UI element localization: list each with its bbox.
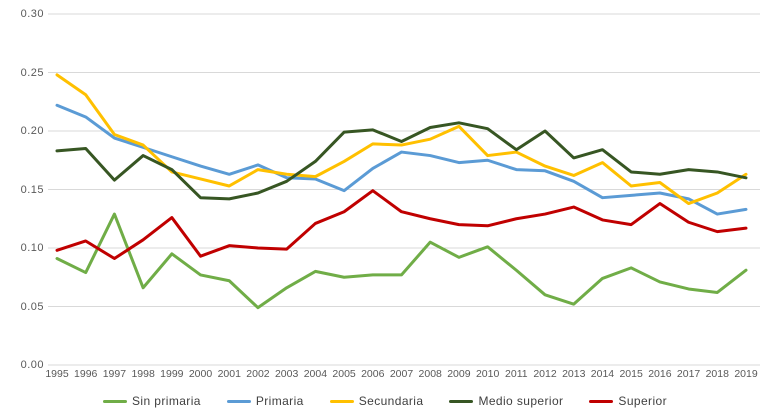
x-axis-tick-label: 2006 <box>361 368 385 380</box>
x-axis-tick-label: 2000 <box>188 368 213 380</box>
series-line-secundaria <box>55 73 748 206</box>
legend-line-swatch <box>103 399 128 403</box>
legend-line-swatch <box>449 399 474 403</box>
legend-label: Secundaria <box>358 394 424 408</box>
x-axis-tick-label: 2010 <box>475 368 500 380</box>
x-axis-tick-label: 2018 <box>705 368 729 380</box>
x-axis-tick-label: 2011 <box>505 368 528 380</box>
legend-line-swatch <box>329 399 354 403</box>
x-axis-tick-label: 2016 <box>648 368 672 380</box>
legend-item: Superior <box>589 394 667 408</box>
x-axis-tick-label: 2008 <box>418 368 442 380</box>
x-axis-tick-label: 1996 <box>74 368 98 380</box>
series-line-medio-superior <box>55 121 748 201</box>
x-axis-tick-label: 2014 <box>590 368 615 380</box>
y-axis-tick-label: 0.20 <box>20 125 44 137</box>
x-axis-tick-label: 2005 <box>332 368 356 380</box>
y-axis-tick-label: 0.30 <box>20 8 44 20</box>
series-line-superior <box>55 189 748 261</box>
series-line-sin-primaria <box>55 212 748 310</box>
x-axis-tick-label: 2012 <box>533 368 557 380</box>
x-axis-tick-label: 2013 <box>562 368 586 380</box>
y-axis-tick-label: 0.10 <box>20 242 44 254</box>
legend-item: Sin primaria <box>103 394 201 408</box>
x-axis-tick-label: 2003 <box>274 368 299 380</box>
legend-item: Medio superior <box>449 394 563 408</box>
x-axis-tick-label: 2004 <box>303 368 328 380</box>
y-axis-tick-label: 0.15 <box>20 183 44 196</box>
legend: Sin primaria Primaria Secundaria Medio s… <box>0 391 770 411</box>
legend-label: Sin primaria <box>132 394 201 408</box>
legend-item: Secundaria <box>329 394 424 408</box>
x-axis-tick-label: 1995 <box>45 368 69 380</box>
legend-label: Medio superior <box>478 394 564 408</box>
x-axis-tick-label: 2002 <box>246 368 270 380</box>
x-axis-tick-label: 2009 <box>447 368 471 380</box>
x-axis-tick-label: 2001 <box>217 368 241 380</box>
legend-line-swatch <box>589 399 614 403</box>
x-axis-tick-label: 2017 <box>676 368 701 380</box>
y-axis-tick-label: 0.00 <box>20 359 44 371</box>
y-axis-tick-label: 0.05 <box>20 300 44 313</box>
legend-label: Superior <box>618 394 667 408</box>
x-axis-tick-label: 2015 <box>619 368 643 380</box>
x-axis-tick-label: 1999 <box>160 368 184 380</box>
legend-line-swatch <box>226 399 251 403</box>
legend-label: Primaria <box>255 394 304 408</box>
x-axis-tick-label: 2019 <box>734 368 758 380</box>
series-line-primaria <box>55 103 748 216</box>
x-axis-tick-label: 1997 <box>102 368 127 380</box>
x-axis-tick-label: 2007 <box>389 368 414 380</box>
legend-item: Primaria <box>226 394 304 408</box>
x-axis-tick-label: 1998 <box>131 368 155 380</box>
y-axis-tick-label: 0.25 <box>20 66 44 79</box>
